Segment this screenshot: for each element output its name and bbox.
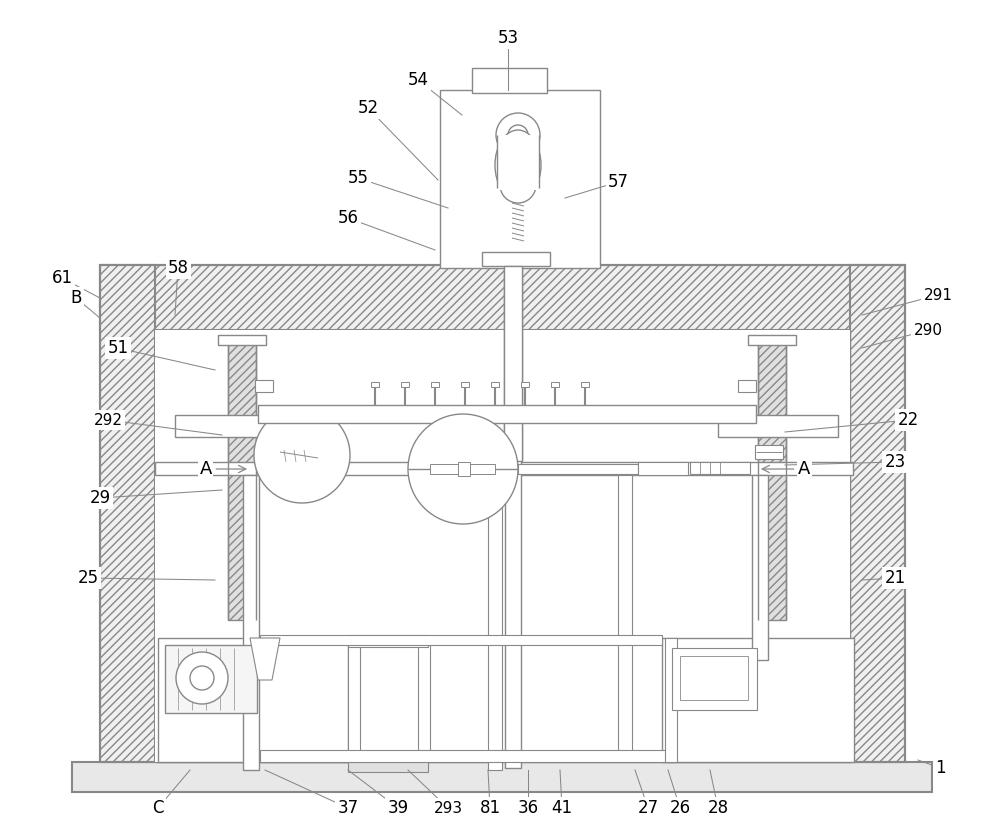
- Text: 36: 36: [517, 799, 539, 817]
- Ellipse shape: [495, 130, 541, 200]
- Text: 28: 28: [707, 799, 729, 817]
- Text: 41: 41: [551, 799, 573, 817]
- Text: 54: 54: [408, 71, 429, 89]
- Bar: [665, 638, 677, 762]
- Text: 291: 291: [924, 287, 952, 302]
- Bar: [482, 252, 550, 266]
- Polygon shape: [250, 638, 280, 680]
- Bar: [100, 265, 155, 762]
- Text: 23: 23: [884, 453, 906, 471]
- Text: C: C: [152, 799, 164, 817]
- Bar: [401, 382, 409, 387]
- Text: 26: 26: [669, 799, 691, 817]
- Bar: [472, 68, 547, 93]
- Bar: [672, 648, 757, 710]
- Bar: [718, 415, 838, 437]
- Bar: [228, 340, 256, 620]
- Bar: [738, 380, 756, 392]
- Text: 57: 57: [608, 173, 629, 191]
- Bar: [504, 266, 522, 461]
- Bar: [690, 462, 750, 474]
- Text: 293: 293: [433, 801, 463, 816]
- Text: 52: 52: [357, 99, 379, 117]
- Bar: [260, 635, 662, 645]
- Bar: [255, 380, 273, 392]
- Circle shape: [508, 125, 528, 145]
- Bar: [758, 340, 786, 620]
- Text: 55: 55: [348, 169, 369, 187]
- Text: 51: 51: [107, 339, 129, 357]
- Bar: [581, 382, 589, 387]
- Text: 27: 27: [637, 799, 659, 817]
- Text: 81: 81: [479, 799, 501, 817]
- Text: A: A: [200, 460, 246, 478]
- Bar: [488, 475, 502, 770]
- Bar: [551, 382, 559, 387]
- Text: 39: 39: [387, 799, 409, 817]
- Circle shape: [500, 167, 536, 203]
- Text: 292: 292: [94, 412, 123, 428]
- Bar: [491, 382, 499, 387]
- Bar: [155, 462, 853, 475]
- Circle shape: [190, 666, 214, 690]
- Text: 58: 58: [168, 259, 189, 277]
- Bar: [752, 475, 768, 660]
- Text: 290: 290: [914, 323, 942, 338]
- Bar: [618, 475, 632, 762]
- Bar: [497, 135, 539, 190]
- Text: 29: 29: [89, 489, 111, 507]
- Bar: [165, 645, 257, 713]
- Bar: [505, 330, 521, 768]
- Bar: [748, 335, 796, 345]
- Text: 37: 37: [337, 799, 359, 817]
- Bar: [431, 382, 439, 387]
- Text: 25: 25: [77, 569, 99, 587]
- Text: 56: 56: [338, 209, 359, 227]
- Circle shape: [176, 652, 228, 704]
- Bar: [458, 462, 470, 476]
- Bar: [755, 445, 783, 459]
- Bar: [158, 638, 348, 762]
- Bar: [348, 762, 428, 772]
- Text: 21: 21: [884, 569, 906, 587]
- Bar: [638, 462, 688, 475]
- Circle shape: [408, 414, 518, 524]
- Bar: [418, 638, 430, 762]
- Text: A: A: [762, 460, 810, 478]
- Bar: [218, 335, 266, 345]
- Bar: [371, 382, 379, 387]
- Bar: [348, 638, 360, 762]
- Bar: [440, 90, 600, 268]
- Bar: [521, 382, 529, 387]
- Text: 22: 22: [897, 411, 919, 429]
- Circle shape: [254, 407, 350, 503]
- Bar: [72, 762, 932, 792]
- Text: 61: 61: [51, 269, 73, 287]
- Bar: [175, 415, 295, 437]
- Bar: [100, 265, 905, 330]
- Text: 1: 1: [935, 759, 945, 777]
- Bar: [850, 265, 905, 762]
- Text: B: B: [70, 289, 82, 307]
- Bar: [430, 464, 495, 474]
- Text: 53: 53: [497, 29, 519, 47]
- Bar: [260, 750, 670, 762]
- Bar: [258, 405, 756, 423]
- Bar: [461, 382, 469, 387]
- Circle shape: [496, 113, 540, 157]
- Bar: [155, 330, 850, 762]
- Bar: [662, 638, 854, 762]
- Bar: [518, 464, 638, 474]
- Bar: [243, 475, 259, 770]
- Bar: [348, 635, 428, 647]
- Bar: [680, 656, 748, 700]
